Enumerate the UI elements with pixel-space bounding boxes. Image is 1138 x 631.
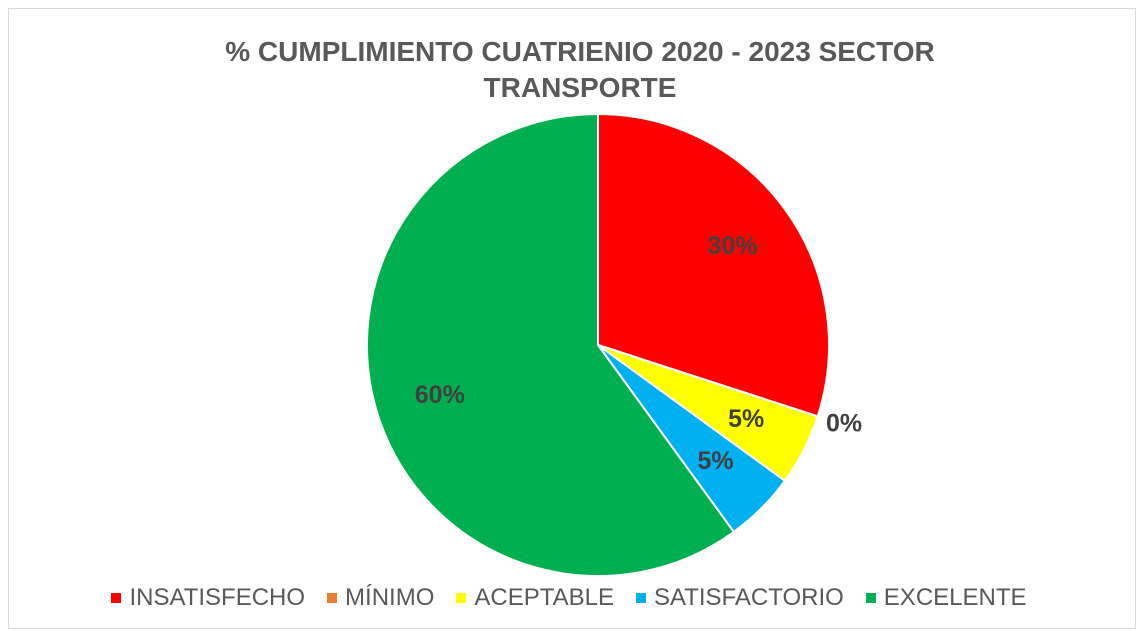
legend: INSATISFECHO MÍNIMO ACEPTABLE SATISFACTORIO…	[0, 584, 1138, 612]
legend-label: ACEPTABLE	[474, 584, 614, 611]
legend-swatch	[635, 593, 646, 603]
data-label: 5%	[728, 405, 764, 433]
legend-swatch	[327, 593, 338, 603]
legend-label: EXCELENTE	[883, 584, 1027, 611]
pie-slice	[597, 112, 830, 418]
legend-swatch	[111, 593, 122, 603]
legend-item: MÍNIMO	[327, 584, 434, 612]
chart-title: % CUMPLIMIENTO CUATRIENIO 2020 - 2023 SE…	[225, 36, 935, 103]
legend-swatch	[456, 593, 467, 603]
legend-label: SATISFACTORIO	[653, 584, 844, 611]
legend-item: EXCELENTE	[865, 584, 1027, 612]
legend-label: MÍNIMO	[345, 584, 435, 611]
legend-label: INSATISFECHO	[129, 584, 306, 611]
chart-frame	[8, 8, 1136, 629]
legend-item: INSATISFECHO	[111, 584, 305, 612]
legend-item: SATISFACTORIO	[635, 584, 844, 612]
data-label: 5%	[698, 447, 734, 475]
data-label: 0%	[826, 410, 862, 438]
pie-slice	[366, 112, 736, 577]
data-label: 60%	[415, 381, 465, 409]
legend-swatch	[865, 593, 876, 603]
legend-item: ACEPTABLE	[456, 584, 614, 612]
data-label: 30%	[708, 232, 758, 260]
